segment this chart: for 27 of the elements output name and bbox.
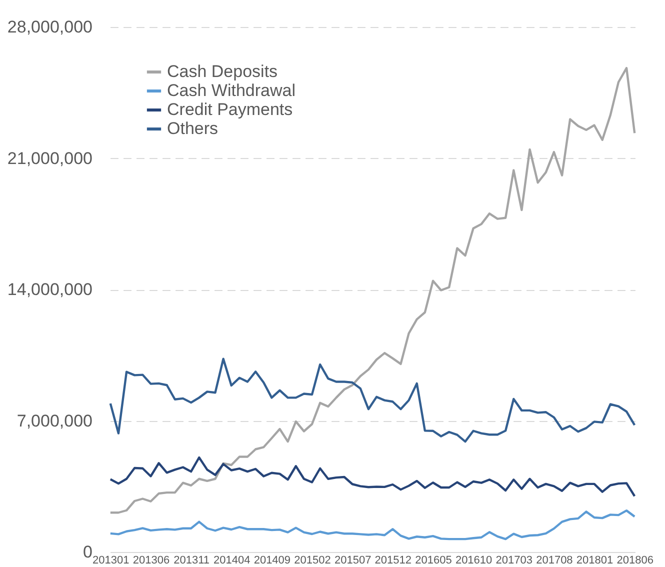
y-tick-label: 28,000,000 [7,18,92,36]
y-tick-label: 7,000,000 [16,411,92,430]
y-tick-label: 14,000,000 [7,280,92,299]
line-series [109,509,636,540]
line-series [109,358,636,443]
line-series [109,66,636,514]
x-tick-label: 201301 [92,554,130,566]
y-tick-label: 21,000,000 [7,148,92,168]
x-tick-label: 201502 [294,554,331,566]
y-tick-label: 0 [83,542,92,562]
x-tick-label: 201703 [496,554,532,566]
x-tick-label: 201409 [254,554,291,566]
x-tick-label: 201801 [576,554,614,566]
x-tick-label: 201610 [455,554,492,566]
legend-label: Cash Withdrawal [167,81,296,100]
x-tick-label: 201512 [374,554,412,566]
legend-label: Others [167,119,218,138]
x-tick-label: 201311 [174,554,210,566]
x-tick-label: 201708 [536,554,573,566]
line-series [109,456,636,498]
legend-label: Cash Deposits [167,62,278,81]
x-tick-label: 201605 [415,554,452,566]
x-tick-label: 201806 [616,554,654,566]
x-tick-label: 201507 [334,554,372,566]
x-tick-label: 201306 [132,554,170,566]
x-tick-label: 201404 [214,554,250,566]
legend-label: Credit Payments [167,100,293,119]
